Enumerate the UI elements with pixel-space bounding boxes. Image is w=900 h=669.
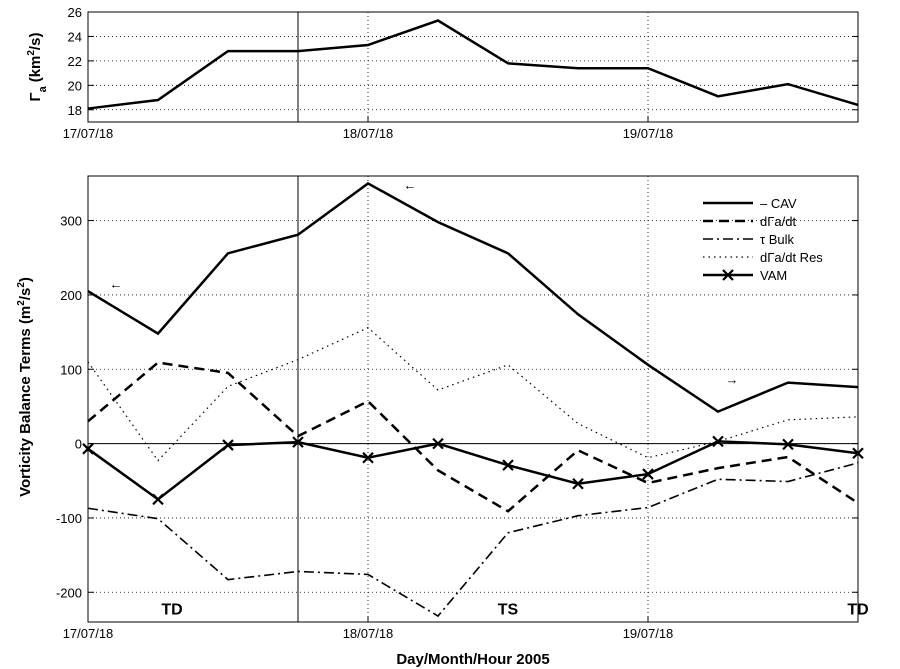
vorticity-series <box>82 181 864 618</box>
legend: – CAV dΓa/dt τ Bulk dΓa/dt Res VAM <box>703 196 823 283</box>
vam-marker <box>222 439 234 451</box>
y-tick-label: 26 <box>68 5 82 20</box>
vam-marker-stroke <box>572 477 584 490</box>
x-tick-label: 17/07/18 <box>63 126 114 141</box>
annotations: ← ← → TD TS TD <box>110 177 869 618</box>
d-a-dt-series-line <box>87 361 859 513</box>
y-tick-label: 18 <box>68 103 82 118</box>
gamma-series-line <box>87 19 859 110</box>
d-a-dt-res-series-line <box>87 326 859 462</box>
bottom-y-axis-label: Vorticity Balance Terms (m2/s2) <box>16 277 34 497</box>
top-y-axis-label: Γa(km2/s) <box>26 33 49 102</box>
y-tick-label: -200 <box>56 585 82 600</box>
y-tick-label: 200 <box>60 288 82 303</box>
x-tick-label: 18/07/18 <box>343 626 394 641</box>
vorticity-panel: -200 -100 0 100 200 300 17/07/18 18/07/18 19/07/… <box>16 175 869 641</box>
vam-marker-stroke <box>292 436 304 448</box>
vam-marker-stroke <box>502 459 514 471</box>
y-tick-label: 300 <box>60 214 82 229</box>
arrow-annotation: → <box>726 372 739 387</box>
bottom-axes-frame <box>87 175 859 623</box>
cav-series-line <box>87 181 859 414</box>
top-axes-frame <box>87 11 859 123</box>
vam-marker <box>432 437 444 450</box>
legend-marker <box>722 269 734 281</box>
legend-label: τ Bulk <box>760 232 795 247</box>
legend-label: VAM <box>760 268 787 283</box>
vam-marker <box>152 493 164 506</box>
gamma-panel: 18 20 22 24 26 17/07/18 18/07/18 19/07/18 Γa(km… <box>26 5 859 141</box>
x-tick-label: 17/07/18 <box>63 626 114 641</box>
top-tick-labels: 18 20 22 24 26 17/07/18 18/07/18 19/07/18 <box>63 5 858 141</box>
vam-marker-stroke <box>432 437 444 450</box>
y-tick-label: 20 <box>68 78 82 93</box>
y-tick-label: 22 <box>68 54 82 69</box>
x-tick-label: 18/07/18 <box>343 126 394 141</box>
vam-marker <box>362 451 374 464</box>
legend-label: – CAV <box>760 196 797 211</box>
vam-marker <box>782 438 794 451</box>
vam-marker <box>572 477 584 490</box>
vam-marker <box>502 459 514 471</box>
x-tick-label: 19/07/18 <box>623 626 674 641</box>
stage-label: TS <box>498 602 519 619</box>
vam-marker-stroke <box>712 435 724 448</box>
vam-marker-stroke <box>362 451 374 464</box>
y-tick-label: 100 <box>60 362 82 377</box>
vam-marker <box>642 468 654 480</box>
y-tick-label: -100 <box>56 511 82 526</box>
x-tick-label: 19/07/18 <box>623 126 674 141</box>
y-tick-label: 0 <box>75 437 82 452</box>
vam-marker <box>292 436 304 448</box>
bulk-series-line <box>87 462 859 618</box>
vam-marker <box>712 435 724 448</box>
x-axis-label: Day/Month/Hour 2005 <box>396 651 549 668</box>
legend-label: dΓa/dt <box>760 214 796 229</box>
stage-label: TD <box>847 602 868 619</box>
y-tick-label: 24 <box>68 29 82 44</box>
vam-marker-stroke <box>152 493 164 506</box>
vam-marker-stroke <box>642 468 654 480</box>
bottom-gridlines <box>87 176 858 622</box>
legend-label: dΓa/dt Res <box>760 250 823 265</box>
vam-series-line <box>87 440 859 501</box>
stage-label: TD <box>161 602 182 619</box>
vam-marker-stroke <box>222 439 234 451</box>
arrow-annotation: ← <box>404 177 417 192</box>
arrow-annotation: ← <box>110 276 123 291</box>
vam-marker-stroke <box>782 438 794 451</box>
bottom-tick-labels: -200 -100 0 100 200 300 17/07/18 18/07/18 19/07/… <box>56 214 858 641</box>
